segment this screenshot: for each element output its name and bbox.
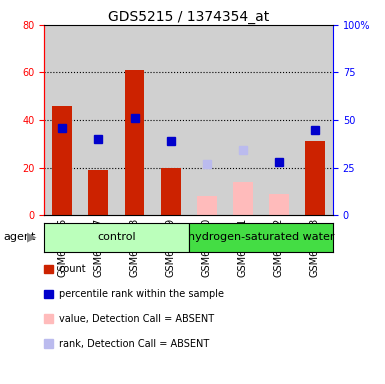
Bar	[44, 25, 80, 215]
Text: value, Detection Call = ABSENT: value, Detection Call = ABSENT	[59, 314, 214, 324]
Text: hydrogen-saturated water: hydrogen-saturated water	[187, 232, 334, 242]
Bar	[269, 194, 289, 215]
Text: agent: agent	[4, 232, 36, 242]
Text: percentile rank within the sample: percentile rank within the sample	[59, 289, 224, 299]
Text: control: control	[97, 232, 136, 242]
Text: ▶: ▶	[27, 231, 37, 244]
Bar	[44, 223, 189, 252]
Bar	[125, 70, 144, 215]
Bar	[297, 25, 333, 215]
Bar	[80, 25, 116, 215]
Title: GDS5215 / 1374354_at: GDS5215 / 1374354_at	[108, 10, 269, 24]
Text: count: count	[59, 264, 86, 274]
Bar	[161, 167, 181, 215]
Bar	[305, 141, 325, 215]
Bar	[189, 223, 333, 252]
Bar	[52, 106, 72, 215]
Bar	[233, 182, 253, 215]
Bar	[189, 25, 225, 215]
Bar	[225, 25, 261, 215]
Bar	[89, 170, 108, 215]
Bar	[116, 25, 152, 215]
Bar	[152, 25, 189, 215]
Bar	[197, 196, 217, 215]
Text: rank, Detection Call = ABSENT: rank, Detection Call = ABSENT	[59, 339, 209, 349]
Bar	[261, 25, 297, 215]
